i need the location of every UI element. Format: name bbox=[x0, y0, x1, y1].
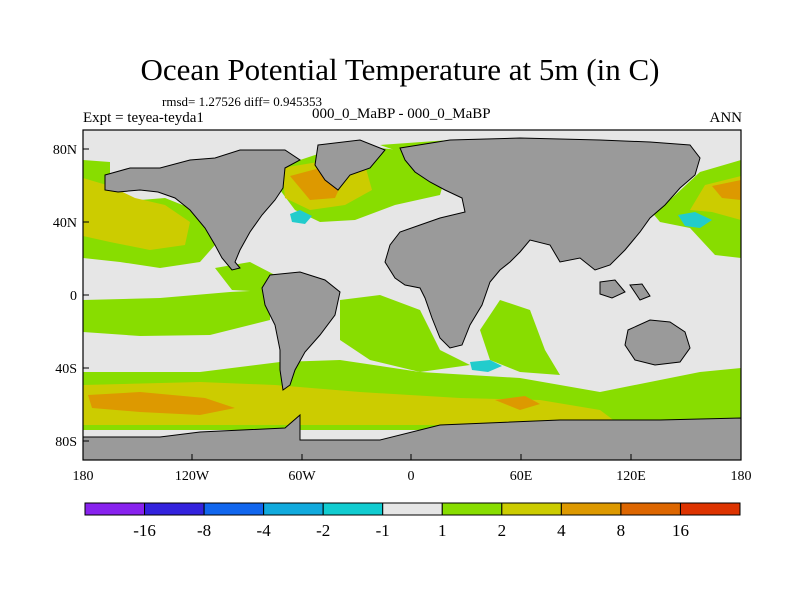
indian-ocean-anomaly bbox=[480, 300, 560, 375]
y-tick-label: 80S bbox=[55, 435, 77, 450]
colorbar-label: 16 bbox=[672, 521, 689, 540]
kuroshio-cold-anomaly bbox=[678, 212, 712, 228]
south-atlantic-orange-anomaly bbox=[495, 396, 540, 410]
australia-landmass bbox=[624, 319, 691, 366]
season-label: ANN bbox=[709, 110, 743, 126]
anomaly-fields bbox=[83, 140, 741, 430]
map-plot bbox=[83, 130, 741, 460]
y-tick-label: 40S bbox=[55, 362, 77, 377]
colorbar-label: -16 bbox=[133, 521, 156, 540]
colorbar-label: 4 bbox=[557, 521, 566, 540]
x-tick-label: 60W bbox=[288, 469, 316, 484]
colorbar-label: 1 bbox=[438, 521, 447, 540]
comparison-label: 000_0_MaBP - 000_0_MaBP bbox=[312, 106, 491, 122]
north-pacific-yellow-anomaly bbox=[83, 178, 190, 250]
southern-ocean-yellow-anomaly bbox=[83, 382, 620, 425]
colorbar-swatch bbox=[620, 502, 681, 516]
colorbar-label: -8 bbox=[197, 521, 211, 540]
colorbar-label: -1 bbox=[376, 521, 390, 540]
north-atlantic-cold-anomaly bbox=[290, 210, 312, 224]
colorbar-swatch bbox=[144, 502, 205, 516]
colorbar-swatch bbox=[441, 502, 503, 516]
stats-label: rmsd= 1.27526 diff= 0.945353 bbox=[162, 94, 322, 109]
x-tick-label: 0 bbox=[408, 469, 415, 484]
colorbar-label: -4 bbox=[257, 521, 272, 540]
colorbar-swatch bbox=[203, 502, 265, 516]
colorbar: -16 -8 -4 -2 -1 1 2 4 8 16 bbox=[84, 502, 741, 540]
colorbar-swatch bbox=[322, 502, 384, 516]
colorbar-swatch bbox=[84, 502, 146, 516]
y-tick-label: 0 bbox=[70, 289, 77, 304]
greenland-landmass bbox=[314, 139, 386, 191]
colorbar-label: 2 bbox=[498, 521, 507, 540]
east-pacific-anomaly bbox=[215, 262, 275, 292]
figure-title: Ocean Potential Temperature at 5m (in C) bbox=[140, 52, 660, 87]
x-tick-label: 180 bbox=[731, 469, 752, 484]
axis-ticks bbox=[83, 148, 632, 460]
kuroshio-orange-anomaly bbox=[712, 180, 741, 200]
colorbar-label: -2 bbox=[316, 521, 330, 540]
experiment-label: Expt = teyea-teyda1 bbox=[83, 110, 204, 126]
colorbar-swatch bbox=[679, 502, 741, 516]
south-pacific-orange-anomaly bbox=[88, 392, 235, 415]
south-indian-cold-anomaly bbox=[470, 360, 502, 372]
antarctica-landmass bbox=[83, 413, 741, 460]
land-masses bbox=[83, 137, 741, 460]
tropical-pacific-anomaly bbox=[83, 290, 270, 336]
north-america-landmass bbox=[104, 149, 301, 271]
colorbar-swatch bbox=[382, 502, 443, 516]
x-tick-label: 120E bbox=[616, 469, 646, 484]
x-tick-label: 180 bbox=[73, 469, 94, 484]
south-atlantic-anomaly bbox=[340, 295, 470, 372]
x-tick-label: 120W bbox=[175, 469, 210, 484]
colorbar-swatch bbox=[560, 502, 622, 516]
colorbar-swatch bbox=[263, 502, 324, 516]
x-tick-label: 60E bbox=[510, 469, 533, 484]
south-america-landmass bbox=[261, 271, 341, 391]
y-tick-label: 40N bbox=[53, 216, 77, 231]
colorbar-label: 8 bbox=[617, 521, 626, 540]
southeast-asia-islands bbox=[599, 279, 651, 301]
colorbar-swatch bbox=[501, 502, 562, 516]
eurasia-africa-landmass bbox=[384, 137, 701, 349]
y-tick-label: 80N bbox=[53, 143, 77, 158]
